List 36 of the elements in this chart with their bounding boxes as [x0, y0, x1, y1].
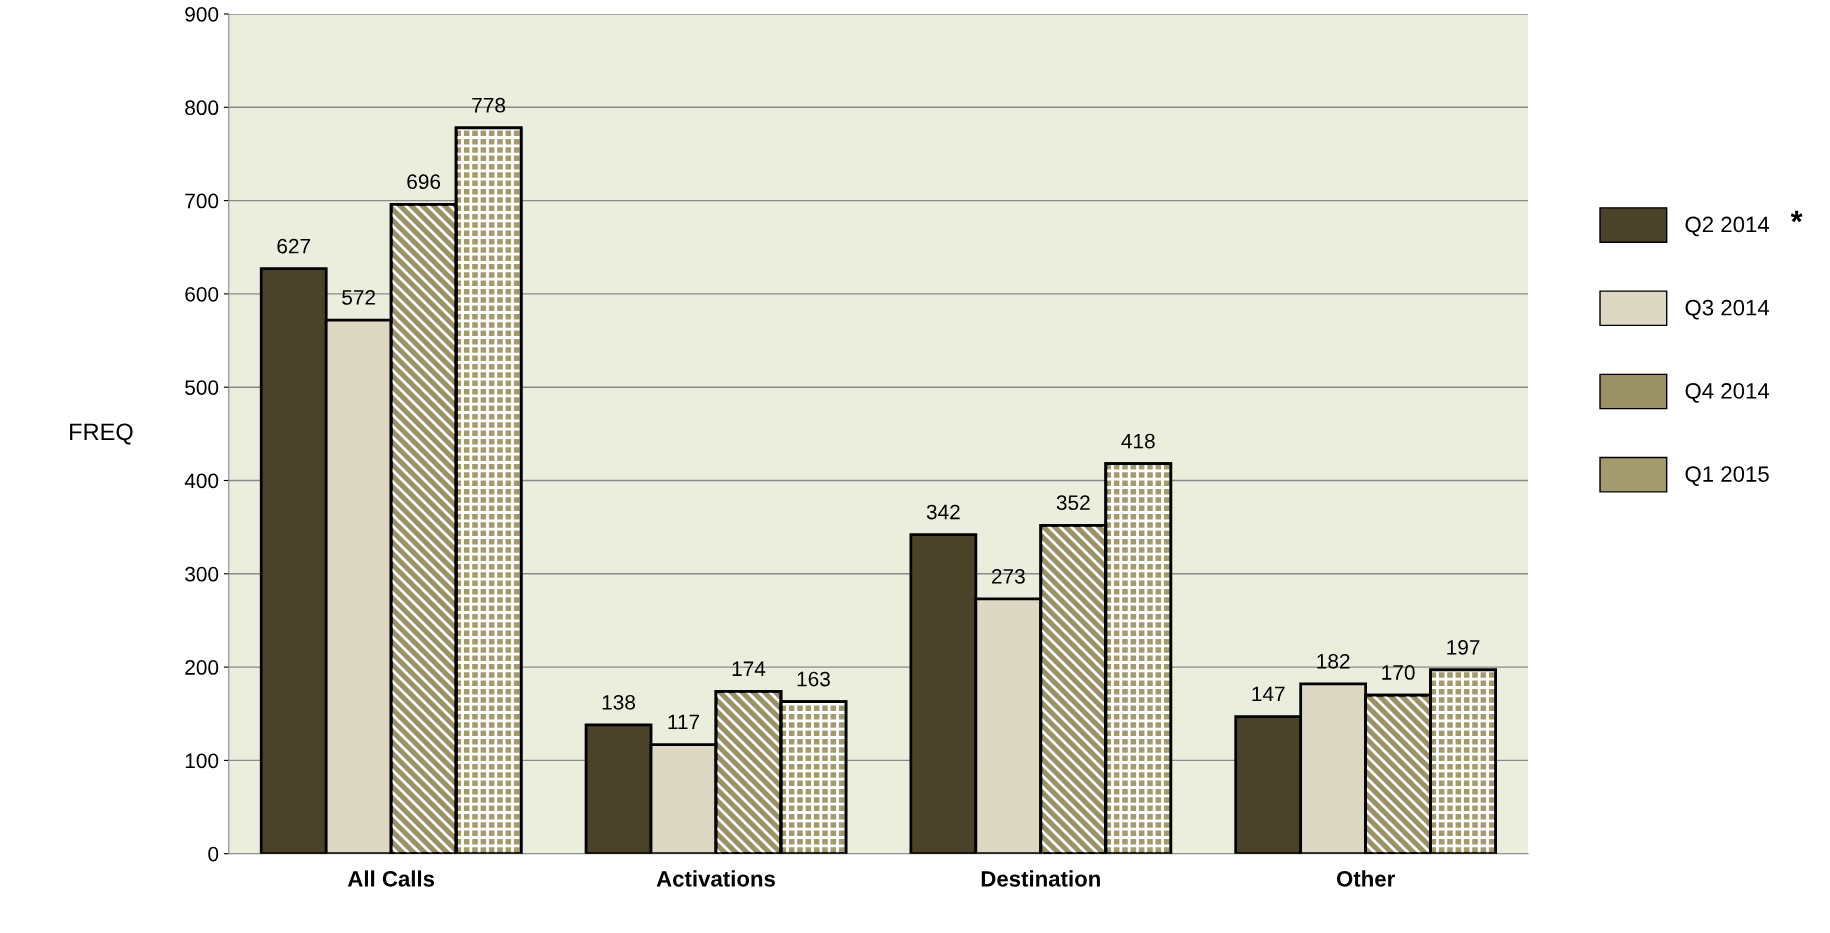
data-label: 147 — [1252, 686, 1285, 702]
legend-label: Q4 2014 — [1685, 383, 1770, 403]
y-tick-label: 400 — [184, 473, 219, 489]
data-label: 778 — [472, 97, 506, 113]
y-axis-title: FREQ — [70, 423, 133, 445]
data-label: 163 — [797, 671, 830, 687]
data-label: 174 — [732, 661, 766, 676]
y-tick-label: 300 — [185, 566, 219, 582]
y-tick-label: 600 — [185, 286, 219, 302]
data-label: 342 — [926, 504, 960, 520]
data-label: 170 — [1382, 665, 1415, 680]
x-tick-label: Other — [1336, 870, 1395, 887]
data-label: 418 — [1121, 433, 1155, 449]
y-tick-label: 200 — [185, 660, 219, 675]
text: * — [1790, 210, 1803, 223]
y-tick-label: 0 — [208, 846, 219, 862]
legend-label: Q2 2014 — [1685, 216, 1770, 237]
legend-label: Q1 2015 — [1685, 466, 1769, 486]
data-label: 182 — [1317, 653, 1350, 669]
x-tick-label: Activations — [656, 870, 775, 887]
y-tick-label: 700 — [185, 193, 219, 209]
data-label: 696 — [407, 174, 441, 190]
y-tick-label: 500 — [185, 380, 219, 395]
data-label: 138 — [602, 694, 636, 710]
data-label: 117 — [668, 714, 700, 730]
y-tick-label: 800 — [185, 100, 219, 116]
legend-label: Q3 2014 — [1685, 299, 1770, 320]
x-tick-label: Destination — [981, 870, 1100, 887]
y-tick-label: 100 — [185, 753, 219, 769]
data-label: 627 — [277, 238, 311, 254]
data-label: 572 — [342, 290, 376, 305]
data-label: 197 — [1447, 639, 1480, 655]
data-label: 273 — [992, 569, 1025, 584]
data-label: 352 — [1056, 495, 1090, 511]
y-tick-label: 900 — [185, 7, 219, 22]
x-tick-label: All Calls — [347, 870, 435, 887]
